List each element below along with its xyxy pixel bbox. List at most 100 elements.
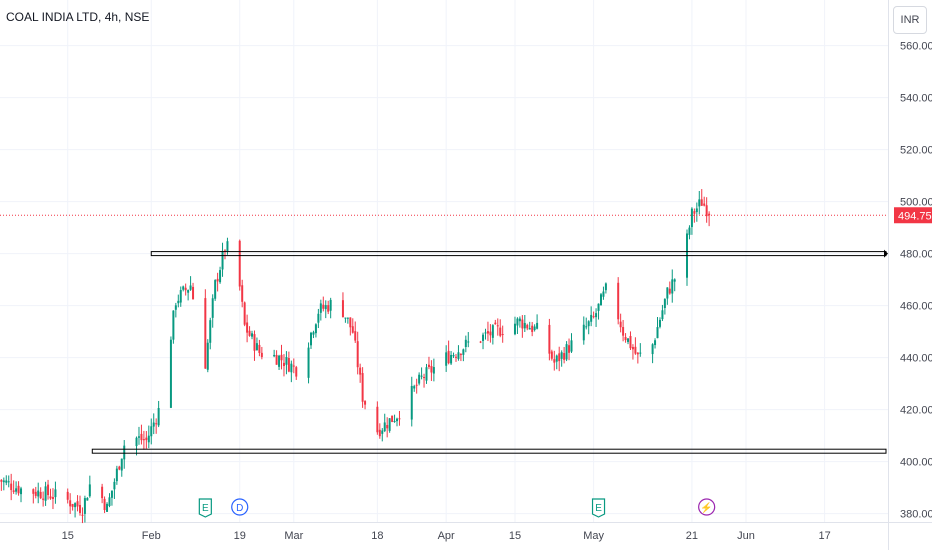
candle-body [169, 339, 172, 408]
candle-body [76, 501, 79, 507]
event-label: ⚡ [700, 501, 712, 514]
candle-body [15, 488, 18, 492]
candle-body [39, 491, 42, 499]
candle-body [592, 316, 595, 318]
candle-body [314, 324, 317, 334]
candle-body [533, 326, 536, 331]
candle-body [204, 298, 207, 369]
candle-body [526, 324, 529, 329]
candle-body [103, 498, 106, 511]
candle-body [182, 286, 185, 290]
candle-body [351, 326, 354, 333]
candle-body [447, 350, 450, 364]
candle-body [172, 310, 175, 340]
candle-body [7, 481, 10, 483]
price-tick-label: 540.00 [900, 93, 932, 105]
time-tick-label: May [583, 530, 604, 542]
candle-body [398, 418, 401, 420]
candle-body [135, 437, 138, 447]
candle-body [553, 359, 556, 363]
candle-body [106, 503, 109, 512]
candle-body [42, 498, 45, 500]
candle-body [705, 205, 708, 217]
candle-body [344, 317, 347, 319]
candle-body [140, 433, 143, 441]
candle-body [700, 199, 703, 206]
candle-body [695, 208, 698, 213]
candle-body [631, 346, 634, 350]
candle-body [74, 503, 77, 508]
candle-body [418, 374, 421, 384]
event-label: E [595, 503, 602, 514]
candle-body [216, 278, 219, 282]
candle-body [489, 331, 492, 336]
price-tick-label: 520.00 [900, 145, 932, 157]
candle-body [391, 415, 394, 422]
candle-body [518, 318, 521, 322]
candle-body [155, 423, 158, 425]
candle-body [142, 439, 145, 441]
candle-body [66, 491, 69, 500]
candle-body [459, 354, 462, 356]
candle-body [177, 300, 180, 304]
candle-body [113, 481, 116, 490]
candle-body [110, 490, 113, 498]
candle-body [108, 497, 111, 507]
candle-body [521, 319, 524, 329]
candle-body [88, 484, 91, 497]
dividend-icon [231, 498, 249, 516]
candle-body [219, 270, 222, 283]
candle-body [187, 290, 190, 293]
candle-body [81, 514, 84, 516]
resistance-arrow-icon [884, 249, 888, 258]
candle-body [147, 435, 150, 443]
currency-button[interactable]: INR [893, 6, 927, 34]
candle-body [563, 353, 566, 360]
candle-body [627, 338, 630, 342]
candle-body [251, 333, 254, 337]
candle-body [622, 327, 625, 336]
candle-body [651, 344, 654, 355]
candle-body [548, 324, 551, 354]
candle-body [582, 324, 585, 341]
candle-body [2, 480, 5, 483]
candle-body [120, 458, 123, 471]
candle-body [454, 356, 457, 358]
candle-body [214, 280, 217, 299]
candle-body [597, 303, 600, 311]
candle-body [629, 336, 632, 349]
candle-body [317, 313, 320, 323]
symbol-title: COAL INDIA LTD, 4h, NSE [6, 10, 150, 24]
candle-body [37, 490, 40, 497]
candle-body [585, 326, 588, 328]
price-tick-label: 420.00 [900, 405, 932, 417]
candle-body [324, 305, 327, 310]
candle-body [432, 367, 435, 374]
candle-body [152, 422, 155, 427]
candle-body [278, 355, 281, 367]
candle-body [189, 285, 192, 290]
candle-body [51, 497, 54, 499]
candle-body [565, 344, 568, 360]
candle-body [319, 303, 322, 313]
candle-body [595, 313, 598, 318]
candle-body [192, 286, 195, 300]
candle-body [420, 375, 423, 377]
candle-body [410, 385, 413, 420]
price-tick-label: 380.00 [900, 509, 932, 521]
candle-body [376, 406, 379, 433]
candle-body [528, 327, 531, 330]
last-price-badge [894, 207, 932, 224]
candle-body [523, 322, 526, 329]
candle-body [423, 376, 426, 379]
candle-body [221, 250, 224, 270]
candle-body [322, 304, 325, 309]
candle-body [599, 294, 602, 306]
candle-body [624, 336, 627, 341]
candle-body [381, 430, 384, 434]
candle-body [413, 386, 416, 389]
candle-body [558, 353, 561, 362]
time-tick-label: 21 [686, 530, 698, 542]
